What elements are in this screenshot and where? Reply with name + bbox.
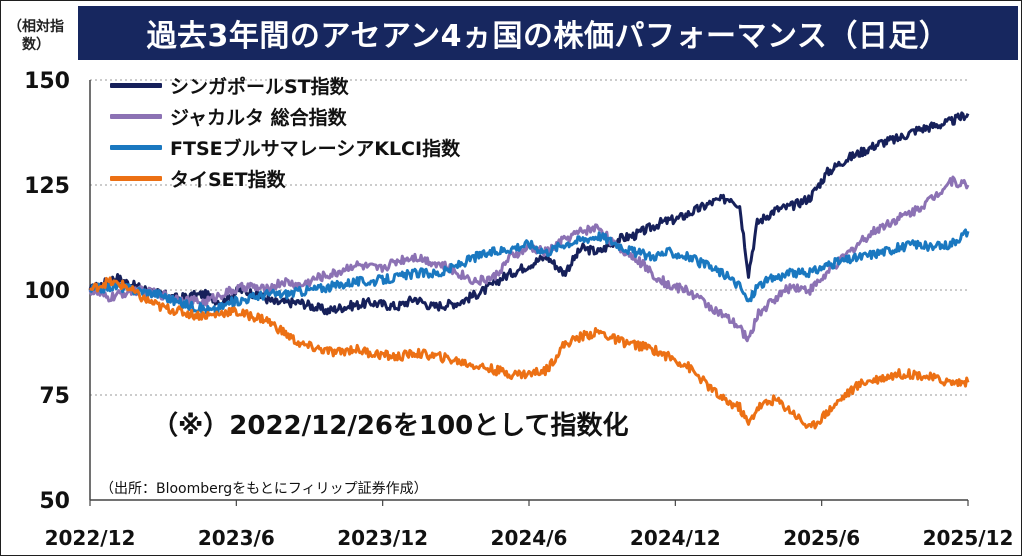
- x-tick-label: 2024/12: [630, 526, 721, 550]
- legend-swatch: [110, 145, 162, 150]
- series-line-3: [89, 276, 970, 430]
- chart-title: 過去3年間のアセアン4ヵ国の株価パフォーマンス（日足）: [146, 19, 950, 54]
- x-tick-label: 2022/12: [45, 526, 136, 550]
- legend-label: タイSET指数: [170, 169, 286, 191]
- y-tick-label: 100: [24, 279, 70, 304]
- legend-swatch: [110, 83, 162, 88]
- y-tick-label: 150: [24, 69, 70, 94]
- legend-item: ジャカルタ 総合指数: [110, 101, 460, 132]
- y-tick-label: 125: [24, 174, 70, 199]
- chart-legend: シンガポールST指数 ジャカルタ 総合指数 FTSEブルサマレーシアKLCI指数 タイ…: [110, 70, 460, 194]
- x-tick-label: 2023/12: [337, 526, 428, 550]
- legend-label: FTSEブルサマレーシアKLCI指数: [170, 138, 461, 160]
- legend-item: タイSET指数: [110, 163, 460, 194]
- y-axis-label: （相対指数）: [8, 19, 64, 53]
- series-line-2: [88, 228, 970, 315]
- legend-swatch: [110, 114, 162, 119]
- x-tick-label: 2023/6: [198, 526, 275, 550]
- y-tick-label: 75: [39, 384, 70, 409]
- chart-title-banner: 過去3年間のアセアン4ヵ国の株価パフォーマンス（日足）: [78, 6, 1018, 60]
- legend-item: シンガポールST指数: [110, 70, 460, 101]
- y-tick-label: 50: [39, 489, 70, 514]
- x-tick-label: 2025/12: [923, 526, 1014, 550]
- x-tick-label: 2025/6: [783, 526, 860, 550]
- legend-swatch: [110, 176, 162, 181]
- x-tick-label: 2024/6: [491, 526, 568, 550]
- index-note: （※）2022/12/26を100として指数化: [152, 411, 629, 441]
- legend-label: シンガポールST指数: [170, 76, 349, 98]
- legend-item: FTSEブルサマレーシアKLCI指数: [110, 132, 460, 163]
- legend-label: ジャカルタ 総合指数: [170, 107, 347, 129]
- source-note: （出所：Bloombergをもとにフィリップ証券作成）: [100, 481, 428, 497]
